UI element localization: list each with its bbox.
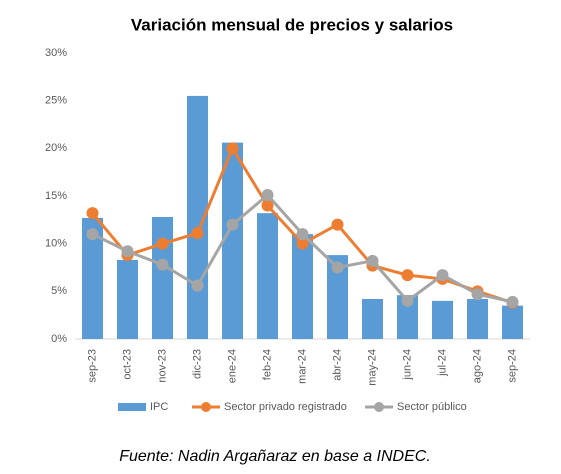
- source-note: Fuente: Nadin Argañaraz en base a INDEC.: [119, 448, 431, 465]
- y-tick-label: 10%: [45, 238, 67, 250]
- y-tick-label: 25%: [45, 95, 67, 107]
- bar: [152, 216, 173, 339]
- point: [191, 279, 204, 292]
- y-tick-label: 20%: [45, 142, 67, 154]
- point: [471, 288, 484, 301]
- y-tick-label: 0%: [51, 333, 67, 345]
- point: [366, 254, 379, 267]
- x-tick-label: feb-24: [261, 349, 273, 380]
- bar: [362, 298, 383, 339]
- point: [331, 261, 344, 274]
- point: [296, 228, 309, 241]
- bar: [222, 142, 243, 339]
- bar: [327, 255, 348, 339]
- point: [331, 218, 344, 231]
- bar: [117, 259, 138, 339]
- x-tick-label: jul-24: [436, 349, 448, 377]
- point: [436, 269, 449, 282]
- bar: [292, 234, 313, 339]
- point: [86, 228, 99, 241]
- x-tick-label: abr-24: [331, 349, 343, 381]
- x-tick-label: ene-24: [226, 349, 238, 383]
- point: [191, 227, 204, 240]
- y-tick-label: 30%: [45, 47, 67, 59]
- x-tick-label: sep-24: [506, 349, 518, 383]
- x-tick-label: sep-23: [86, 349, 98, 383]
- point: [401, 294, 414, 307]
- point: [86, 207, 99, 220]
- bar: [257, 213, 278, 339]
- legend-label: IPC: [150, 401, 168, 413]
- point: [296, 237, 309, 250]
- x-tick-label: mar-24: [296, 349, 308, 384]
- chart-title: Variación mensual de precios y salarios: [131, 15, 453, 34]
- y-tick-label: 15%: [45, 190, 67, 202]
- point: [121, 245, 134, 258]
- bar: [82, 217, 103, 339]
- point: [226, 218, 239, 231]
- x-tick-label: may-24: [366, 349, 378, 386]
- x-tick-label: nov-23: [156, 349, 168, 383]
- bar: [502, 305, 523, 339]
- legend-label: Sector privado registrado: [224, 401, 347, 413]
- point: [506, 295, 519, 308]
- x-tick-label: jun-24: [401, 349, 413, 381]
- legend-marker: [201, 402, 211, 412]
- legend-swatch: [118, 403, 146, 411]
- y-tick-label: 5%: [51, 285, 67, 297]
- x-tick-label: ago-24: [471, 349, 483, 383]
- point: [401, 269, 414, 282]
- legend-marker: [374, 402, 384, 412]
- legend-label: Sector público: [397, 401, 467, 413]
- point: [156, 258, 169, 271]
- point: [261, 199, 274, 212]
- bar: [467, 298, 488, 339]
- point: [261, 189, 274, 202]
- bar: [397, 295, 418, 339]
- point: [156, 237, 169, 250]
- x-tick-label: oct-23: [121, 349, 133, 380]
- point: [226, 142, 239, 155]
- bar: [432, 300, 453, 339]
- x-tick-label: dic-23: [191, 349, 203, 379]
